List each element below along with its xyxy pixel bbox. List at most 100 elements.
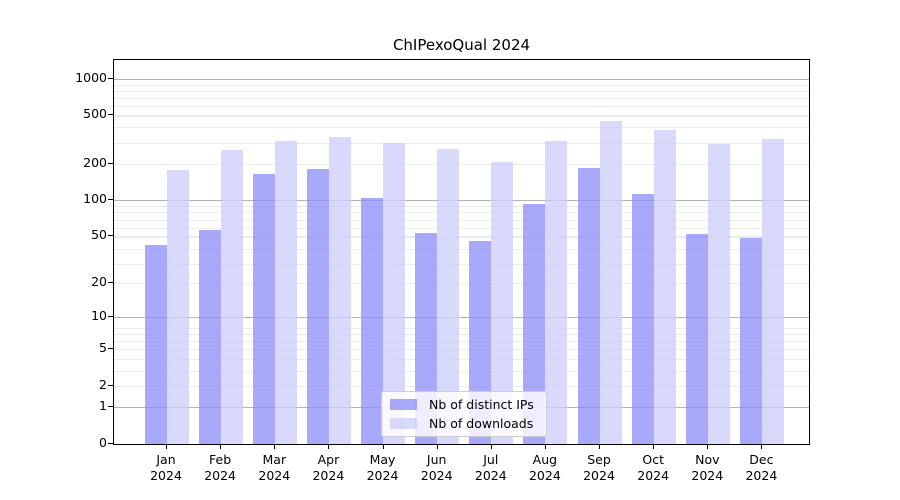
y-tick-label-10: 10 xyxy=(91,308,107,324)
y-tick-label-5: 5 xyxy=(99,340,107,356)
gridline-minor xyxy=(114,142,809,144)
y-tick-mark-20 xyxy=(108,282,113,284)
x-tick-label-month: Dec xyxy=(749,452,774,467)
bar-nb-of-distinct-ips-aug xyxy=(523,203,546,444)
x-tick-label-year: 2024 xyxy=(420,468,453,483)
x-tick-label-year: 2024 xyxy=(204,468,236,483)
legend-label-downloads: Nb of downloads xyxy=(429,416,534,432)
bar-nb-of-downloads-may xyxy=(383,142,405,444)
x-tick-label-year: 2024 xyxy=(583,468,615,483)
gridline-minor xyxy=(114,283,809,285)
x-tick-mark-oct xyxy=(653,445,655,449)
x-tick-label-month: Sep xyxy=(587,452,611,467)
x-tick-label-month: Nov xyxy=(695,452,720,467)
x-tick-mark-dec xyxy=(761,445,763,449)
y-tick-mark-2 xyxy=(108,384,113,386)
x-tick-label-may: May 2024 xyxy=(351,452,415,484)
x-tick-label-month: Oct xyxy=(642,452,664,467)
bar-nb-of-distinct-ips-may xyxy=(361,198,383,444)
x-axis-tick-marks xyxy=(113,445,810,450)
bar-nb-of-downloads-jun xyxy=(437,149,460,444)
x-tick-label-month: Aug xyxy=(532,452,558,467)
bar-nb-of-distinct-ips-apr xyxy=(306,168,329,444)
x-tick-label-year: 2024 xyxy=(745,468,778,483)
y-tick-mark-0 xyxy=(108,443,113,444)
legend-swatch-downloads xyxy=(390,418,417,430)
bar-nb-of-distinct-ips-oct xyxy=(631,194,654,444)
x-tick-label-year: 2024 xyxy=(528,468,561,483)
legend-swatch-distinct-ips xyxy=(390,398,417,410)
gridline-major xyxy=(114,200,809,202)
x-tick-label-month: Mar xyxy=(262,452,287,467)
x-tick-label-month: Jul xyxy=(483,452,499,467)
x-tick-label-apr: Apr 2024 xyxy=(296,452,360,484)
gridline-minor xyxy=(114,97,809,99)
bar-nb-of-downloads-dec xyxy=(761,139,784,444)
bar-nb-of-distinct-ips-mar xyxy=(252,173,275,444)
gridline-minor xyxy=(114,219,809,221)
y-axis-tick-marks xyxy=(108,59,113,445)
bar-nb-of-distinct-ips-feb xyxy=(198,230,221,444)
legend: Nb of distinct IPs Nb of downloads xyxy=(381,391,547,437)
y-tick-mark-200 xyxy=(108,162,113,164)
bar-nb-of-distinct-ips-sep xyxy=(577,167,600,444)
x-tick-mark-jul xyxy=(490,445,492,449)
x-tick-mark-apr xyxy=(328,445,330,449)
gridline-minor xyxy=(114,84,809,86)
x-tick-label-year: 2024 xyxy=(150,468,182,483)
gridline-minor xyxy=(114,227,809,229)
gridline-minor xyxy=(114,127,809,129)
x-tick-label-jul: Jul 2024 xyxy=(459,452,523,484)
y-tick-mark-1000 xyxy=(108,77,113,79)
x-tick-label-oct: Oct 2024 xyxy=(621,452,685,484)
gridline-minor xyxy=(114,90,809,92)
y-tick-mark-50 xyxy=(108,235,113,237)
legend-item-distinct-ips: Nb of distinct IPs xyxy=(390,395,538,413)
x-tick-label-jun: Jun 2024 xyxy=(405,452,469,484)
x-tick-mark-jun xyxy=(436,445,438,449)
x-tick-label-nov: Nov 2024 xyxy=(675,452,739,484)
legend-item-downloads: Nb of downloads xyxy=(390,415,538,433)
gridline-minor xyxy=(114,327,809,329)
gridline-minor xyxy=(114,237,809,239)
gridline-minor xyxy=(114,349,809,351)
gridline-minor xyxy=(114,212,809,214)
bar-nb-of-downloads-nov xyxy=(707,143,730,444)
x-tick-label-year: 2024 xyxy=(637,468,670,483)
plot-area xyxy=(113,59,810,445)
y-tick-label-1000: 1000 xyxy=(75,69,107,85)
gridline-minor xyxy=(114,358,809,360)
y-tick-mark-10 xyxy=(108,316,113,318)
x-tick-label-month: Apr xyxy=(317,452,340,467)
x-tick-label-year: 2024 xyxy=(258,468,291,483)
gridline-minor xyxy=(114,334,809,336)
x-tick-label-jan: Jan 2024 xyxy=(134,452,198,484)
bar-nb-of-downloads-mar xyxy=(274,140,297,444)
x-tick-label-sep: Sep 2024 xyxy=(567,452,631,484)
x-tick-label-year: 2024 xyxy=(691,468,724,483)
gridline-minor xyxy=(114,206,809,208)
x-tick-label-month: Feb xyxy=(209,452,232,467)
x-axis-tick-labels: Jan 2024 Feb 2024 Mar 2024 Apr 2024 May 2024 Jun 20… xyxy=(113,452,810,492)
gridline-minor xyxy=(114,249,809,250)
bar-nb-of-downloads-jan xyxy=(166,170,189,444)
x-tick-mark-aug xyxy=(544,445,546,449)
gridline-minor xyxy=(114,385,809,387)
y-tick-label-2: 2 xyxy=(99,376,107,392)
y-tick-mark-5 xyxy=(108,348,113,350)
x-tick-mark-mar xyxy=(274,445,276,449)
gridline-minor xyxy=(114,341,809,343)
chart-title: ChIPexoQual 2024 xyxy=(392,36,531,54)
bar-nb-of-downloads-sep xyxy=(599,120,622,444)
bar-nb-of-downloads-apr xyxy=(328,137,351,444)
y-tick-label-500: 500 xyxy=(83,106,107,122)
y-tick-label-0: 0 xyxy=(99,435,107,450)
gridline-major xyxy=(114,78,809,80)
x-tick-label-aug: Aug 2024 xyxy=(513,452,577,484)
bars-layer xyxy=(114,60,809,444)
y-tick-label-1: 1 xyxy=(99,398,107,414)
gridline-minor xyxy=(114,264,809,266)
y-tick-label-50: 50 xyxy=(91,227,107,243)
gridline-minor xyxy=(114,370,809,372)
x-tick-mark-nov xyxy=(707,445,709,449)
